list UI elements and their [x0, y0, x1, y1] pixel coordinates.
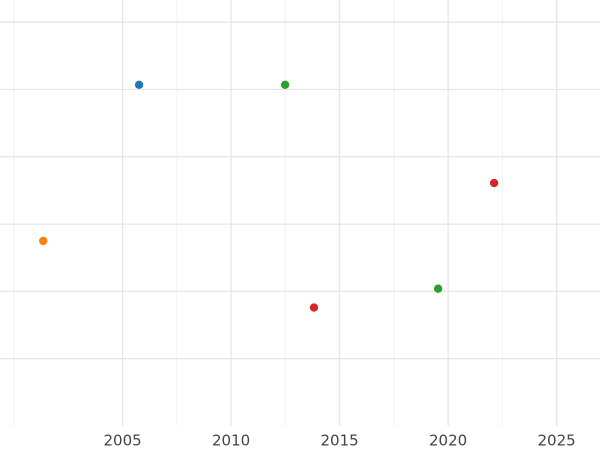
point	[309, 303, 319, 312]
x-tick-label: 2025	[538, 432, 576, 450]
point	[280, 80, 290, 89]
point	[134, 80, 144, 89]
point	[38, 236, 48, 246]
x-tick-label: 2020	[429, 432, 467, 450]
x-tick-label: 2005	[104, 432, 142, 450]
point	[489, 178, 499, 188]
x-tick-label: 2015	[321, 432, 359, 450]
x-tick-label: 2010	[212, 432, 250, 450]
point	[433, 284, 443, 293]
